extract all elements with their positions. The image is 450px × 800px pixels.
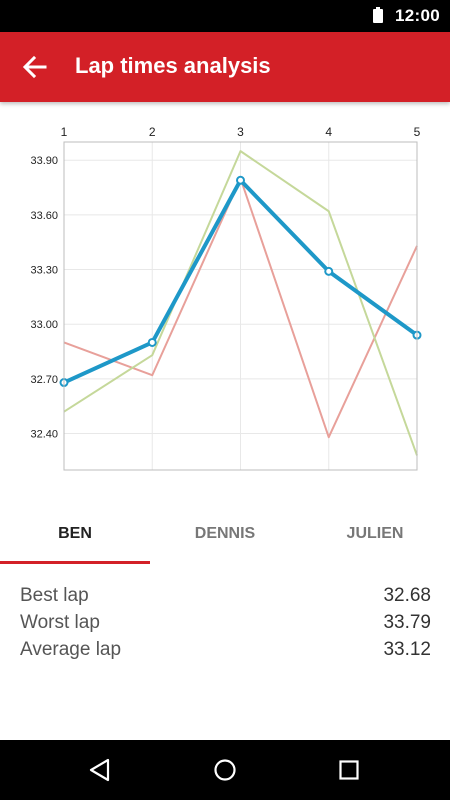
x-tick-label: 5	[414, 125, 421, 139]
series-point	[147, 337, 157, 347]
tab-julien[interactable]: JULIEN	[346, 525, 404, 542]
stat-value: 33.79	[383, 612, 431, 633]
x-tick-label: 3	[237, 125, 244, 139]
system-nav-bar	[0, 740, 450, 800]
nav-recents-icon	[339, 760, 359, 780]
active-tab-indicator	[0, 561, 150, 564]
stat-row-best: Best lap 32.68	[20, 585, 431, 612]
tab-ben[interactable]: BEN	[58, 525, 92, 542]
stat-label: Average lap	[20, 639, 122, 660]
x-tick-label: 4	[325, 125, 332, 139]
x-tick-label: 2	[149, 125, 156, 139]
stat-value: 32.68	[383, 585, 431, 606]
status-bar: 12:00	[0, 0, 450, 32]
arrow-back-icon	[22, 55, 47, 79]
y-tick-label: 33.30	[30, 265, 58, 277]
chart-svg: 1 2 3 4 5 33.90 33.60 33.30 33.00 32.70 32.40	[30, 125, 422, 471]
y-tick-label: 33.00	[30, 319, 58, 331]
lap-stats: Best lap 32.68 Worst lap 33.79 Average l…	[20, 585, 431, 666]
stat-row-average: Average lap 33.12	[20, 639, 431, 666]
nav-home-icon	[214, 759, 236, 781]
driver-tabs: BEN DENNIS JULIEN	[0, 505, 450, 565]
y-tick-labels: 33.90 33.60 33.30 33.00 32.70 32.40	[30, 155, 58, 440]
lap-times-chart: 1 2 3 4 5 33.90 33.60 33.30 33.00 32.70 32.40	[0, 110, 450, 490]
x-tick-label: 1	[61, 125, 68, 139]
nav-recents-button[interactable]	[333, 754, 365, 786]
y-tick-label: 32.70	[30, 374, 58, 386]
app-bar: Lap times analysis	[0, 32, 450, 102]
series-point	[324, 266, 334, 276]
chart-frame	[63, 141, 418, 471]
chart-series	[59, 150, 422, 456]
page-title: Lap times analysis	[75, 53, 271, 78]
x-tick-labels: 1 2 3 4 5	[61, 125, 421, 139]
y-tick-label: 32.40	[30, 429, 58, 441]
y-tick-label: 33.60	[30, 210, 58, 222]
nav-home-button[interactable]	[209, 754, 241, 786]
back-button[interactable]	[14, 46, 56, 88]
y-tick-label: 33.90	[30, 155, 58, 167]
stat-value: 33.12	[383, 639, 431, 660]
tab-dennis[interactable]: DENNIS	[194, 525, 256, 542]
stat-row-worst: Worst lap 33.79	[20, 612, 431, 639]
nav-back-button[interactable]	[84, 754, 116, 786]
stat-label: Worst lap	[20, 612, 100, 633]
nav-back-icon	[89, 758, 110, 782]
status-time: 12:00	[395, 6, 440, 25]
series-point	[236, 175, 245, 185]
stat-label: Best lap	[20, 585, 89, 606]
battery-full-icon	[373, 7, 383, 23]
